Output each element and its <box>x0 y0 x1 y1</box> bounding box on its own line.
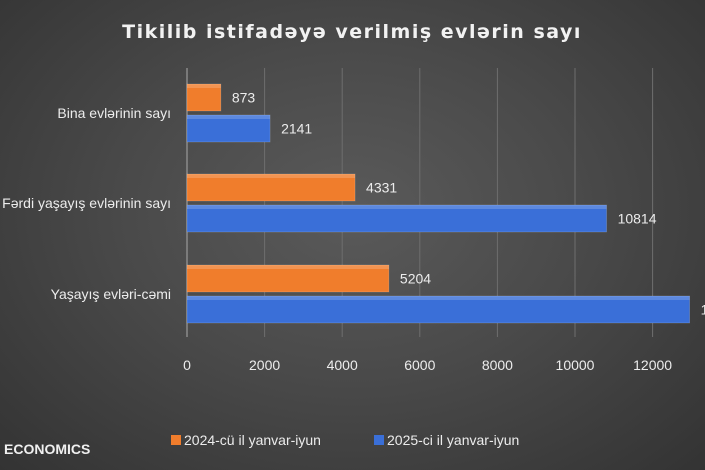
category-labels: Bina evlərinin sayı Fərdi yaşayış evlərin… <box>2 105 171 302</box>
category-label: Yaşayış evləri-cəmi <box>51 286 171 302</box>
bar-2025 <box>186 114 271 143</box>
x-tick-label: 10000 <box>556 357 595 373</box>
data-label: 2141 <box>281 121 312 137</box>
bar-2024 <box>186 173 356 202</box>
legend-label: 2025-ci il yanvar-iyun <box>387 432 519 448</box>
chart-title: Tikilib istifadəyə verilmiş evlərin sayı <box>122 21 582 43</box>
data-label: 10814 <box>618 211 657 227</box>
bar-highlight <box>187 115 271 119</box>
x-tick-label: 6000 <box>404 357 435 373</box>
x-axis-ticks: 0 2000 4000 6000 8000 10000 12000 <box>183 357 672 373</box>
watermark-text: ECONOMICS <box>4 441 90 457</box>
x-tick-label: 12000 <box>633 357 672 373</box>
data-label: 5204 <box>400 271 431 287</box>
x-tick-label: 2000 <box>249 357 280 373</box>
bar-2025 <box>186 295 690 324</box>
x-tick-label: 4000 <box>327 357 358 373</box>
grid <box>186 68 654 337</box>
legend: 2024-cü il yanvar-iyun 2025-ci il yanvar-… <box>171 432 519 448</box>
legend-label: 2024-cü il yanvar-iyun <box>184 432 321 448</box>
x-tick-label: 0 <box>183 357 191 373</box>
category-label: Fərdi yaşayış evlərinin sayı <box>2 195 171 211</box>
data-label: 12955 <box>701 302 705 318</box>
category-label: Bina evlərinin sayı <box>57 105 171 121</box>
data-label: 4331 <box>366 180 397 196</box>
bar-2024 <box>186 83 222 112</box>
bar-highlight <box>187 296 690 300</box>
bar-2025 <box>186 204 607 233</box>
bar-highlight <box>187 205 607 209</box>
bar-highlight <box>187 174 356 178</box>
bar-highlight <box>187 265 389 269</box>
legend-swatch <box>374 435 384 445</box>
bar-highlight <box>187 84 221 88</box>
legend-swatch <box>171 435 181 445</box>
bar-2024 <box>186 264 390 293</box>
x-tick-label: 8000 <box>482 357 513 373</box>
data-label: 873 <box>232 90 256 106</box>
bars: 873 2141 4331 10814 5204 12955 <box>186 83 705 324</box>
